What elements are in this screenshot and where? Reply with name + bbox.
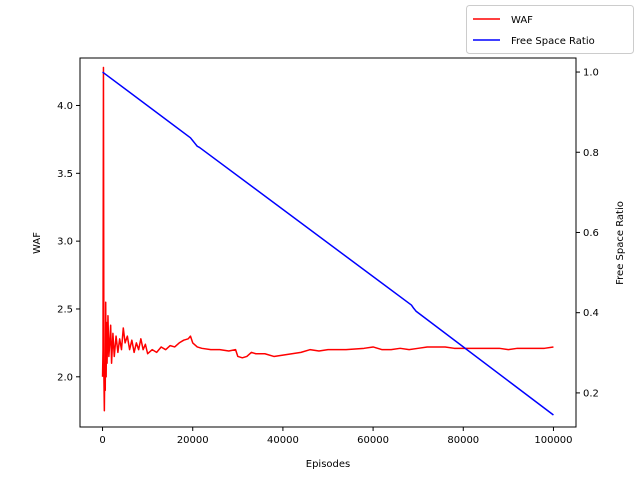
legend-label-waf: WAF <box>511 15 533 26</box>
x-axis: 0 20000 40000 60000 80000 100000 <box>99 427 573 446</box>
right-y-axis: 0.2 0.4 0.6 0.8 1.0 <box>576 68 599 399</box>
series-layer <box>101 66 554 416</box>
legend-label-free-space-ratio: Free Space Ratio <box>511 36 595 47</box>
left-y-axis: 2.0 2.5 3.0 3.5 4.0 <box>57 101 80 383</box>
left-y-tick-label: 3.0 <box>57 237 73 248</box>
legend: WAF Free Space Ratio <box>466 5 634 54</box>
x-tick-label: 40000 <box>267 435 299 446</box>
x-tick-label: 100000 <box>534 435 572 446</box>
plot-frame <box>79 57 577 428</box>
left-y-tick-label: 2.0 <box>57 372 73 383</box>
series-line-free-space-ratio <box>102 71 554 416</box>
x-axis-label: Episodes <box>306 459 350 470</box>
right-y-tick-label: 0.4 <box>583 308 599 319</box>
x-tick-label: 20000 <box>177 435 209 446</box>
right-y-tick-label: 0.2 <box>583 388 599 399</box>
x-tick-label: 80000 <box>447 435 479 446</box>
x-tick-label: 60000 <box>357 435 389 446</box>
left-y-axis-label: WAF <box>32 232 43 254</box>
left-y-tick-label: 4.0 <box>57 101 73 112</box>
right-y-tick-label: 0.6 <box>583 228 599 239</box>
right-y-tick-label: 0.8 <box>583 148 599 159</box>
left-y-tick-label: 2.5 <box>57 304 73 315</box>
right-y-tick-label: 1.0 <box>583 68 599 79</box>
series-line-waf <box>101 66 554 412</box>
left-y-tick-label: 3.5 <box>57 169 73 180</box>
legend-box <box>466 5 634 54</box>
right-y-axis-label: Free Space Ratio <box>615 201 626 285</box>
x-tick-label: 0 <box>99 435 105 446</box>
